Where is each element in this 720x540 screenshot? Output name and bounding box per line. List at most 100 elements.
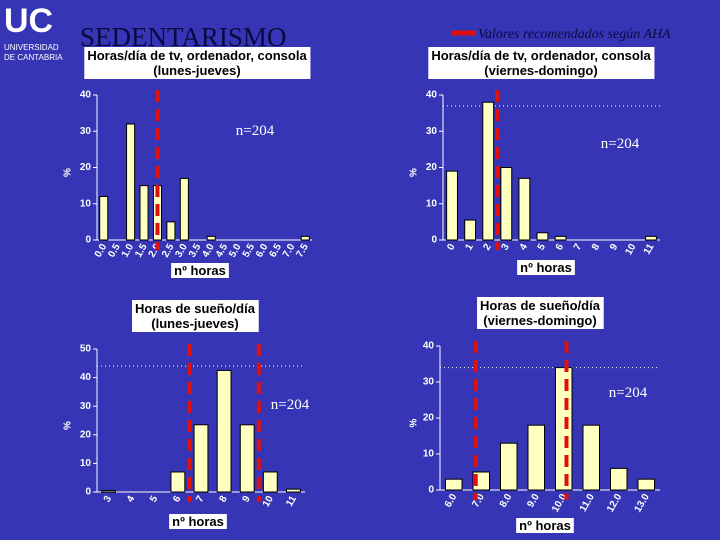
- bar: [445, 478, 463, 491]
- chart: Horas/día de tv, ordenador, consola(vier…: [409, 47, 660, 275]
- bar: [206, 235, 216, 241]
- y-tick-label: 30: [423, 377, 435, 388]
- annotation: n=204: [601, 136, 640, 152]
- bar: [500, 167, 513, 241]
- bar: [554, 235, 567, 241]
- x-tick-label: 8: [217, 494, 230, 505]
- bar: [286, 488, 301, 493]
- x-tick-label: 6: [171, 494, 184, 505]
- chart-title: (viernes-domingo): [483, 313, 596, 328]
- chart-title: Horas de sueño/día: [480, 298, 601, 313]
- bar: [610, 467, 628, 491]
- bar: [482, 101, 495, 241]
- bar: [216, 369, 232, 493]
- logo-text: DE CANTABRIA: [4, 53, 63, 62]
- bar: [166, 221, 176, 241]
- y-tick-label: 40: [80, 372, 92, 383]
- x-label-box: [171, 263, 229, 278]
- chart-title: Horas/día de tv, ordenador, consola: [87, 48, 307, 63]
- chart: Horas de sueño/día(lunes-jueves) 0 10 20 30 4…: [63, 300, 310, 529]
- bar: [500, 442, 518, 491]
- title-box: [132, 300, 259, 332]
- y-tick-label: 0: [431, 235, 437, 246]
- y-axis-label: %: [409, 168, 420, 177]
- x-tick-label: 3: [102, 494, 115, 505]
- bar: [518, 177, 531, 241]
- chart-title: (lunes-jueves): [153, 63, 240, 78]
- y-tick-label: 0: [85, 487, 91, 498]
- logo-mark: UC: [4, 2, 53, 40]
- y-tick-label: 40: [80, 90, 92, 101]
- bar: [582, 424, 600, 491]
- bar: [193, 424, 209, 493]
- annotation: n=204: [609, 385, 648, 401]
- x-tick-label: 9: [608, 242, 621, 253]
- x-tick-label: 5: [148, 494, 161, 505]
- x-tick-label: 2: [481, 242, 494, 253]
- bar: [139, 185, 149, 241]
- y-tick-label: 40: [423, 341, 435, 352]
- x-tick-label: 1: [463, 242, 476, 253]
- y-axis-label: %: [63, 168, 74, 177]
- y-tick-label: 20: [423, 413, 435, 424]
- bar: [637, 478, 655, 491]
- y-tick-label: 30: [80, 126, 92, 137]
- chart: Horas/día de tv, ordenador, consola(lune…: [63, 47, 312, 278]
- title-box: [84, 47, 311, 79]
- bar: [99, 196, 109, 241]
- y-tick-label: 10: [426, 198, 438, 209]
- bar: [170, 471, 186, 493]
- legend-label: Valores recomendados según AHA: [478, 27, 671, 42]
- annotation: n=204: [271, 397, 310, 413]
- y-tick-label: 10: [423, 449, 435, 460]
- x-tick-label: 8: [590, 242, 603, 253]
- y-tick-label: 20: [426, 162, 438, 173]
- logo-text: UNIVERSIDAD: [4, 43, 59, 52]
- chart: Horas de sueño/día(viernes-domingo) 0 10 20…: [409, 297, 660, 533]
- title-box: [428, 47, 655, 79]
- bar: [464, 219, 477, 241]
- y-tick-label: 20: [80, 162, 92, 173]
- x-tick-label: 9: [241, 494, 254, 505]
- y-axis-label: %: [63, 421, 74, 430]
- x-axis-label: nº horas: [174, 263, 226, 278]
- y-tick-label: 30: [80, 401, 92, 412]
- y-tick-label: 40: [426, 90, 438, 101]
- x-label-box: [516, 518, 574, 533]
- x-tick-label: 6: [554, 242, 567, 253]
- chart-title: (lunes-jueves): [151, 316, 238, 331]
- x-tick-label: 10: [623, 242, 638, 258]
- bar: [179, 177, 189, 241]
- y-tick-label: 10: [80, 458, 92, 469]
- x-tick-label: 10: [261, 494, 276, 510]
- x-tick-label: 3: [500, 242, 513, 253]
- bar: [555, 367, 573, 491]
- y-tick-label: 0: [428, 485, 434, 496]
- y-tick-label: 0: [85, 235, 91, 246]
- chart-title: Horas/día de tv, ordenador, consola: [431, 48, 651, 63]
- x-tick-label: 7: [194, 494, 207, 505]
- bar: [527, 424, 545, 491]
- bar: [536, 232, 549, 241]
- bar: [262, 471, 278, 493]
- x-axis-label: nº horas: [172, 514, 224, 529]
- logo: UC UNIVERSIDAD DE CANTABRIA: [4, 2, 63, 62]
- bar: [645, 235, 657, 241]
- bar: [239, 424, 255, 493]
- annotation: n=204: [236, 123, 275, 139]
- x-axis-label: nº horas: [520, 260, 572, 275]
- x-tick-label: 0: [445, 242, 458, 253]
- chart-title: (viernes-domingo): [484, 63, 597, 78]
- x-label-box: [169, 514, 227, 529]
- bar: [446, 170, 458, 241]
- y-axis-label: %: [409, 418, 420, 427]
- x-axis-label: nº horas: [519, 518, 571, 533]
- y-tick-label: 20: [80, 429, 92, 440]
- x-tick-label: 4: [518, 242, 531, 253]
- y-tick-label: 30: [426, 126, 438, 137]
- y-tick-label: 50: [80, 344, 92, 355]
- bar: [101, 490, 116, 493]
- chart-title: Horas de sueño/día: [135, 301, 256, 316]
